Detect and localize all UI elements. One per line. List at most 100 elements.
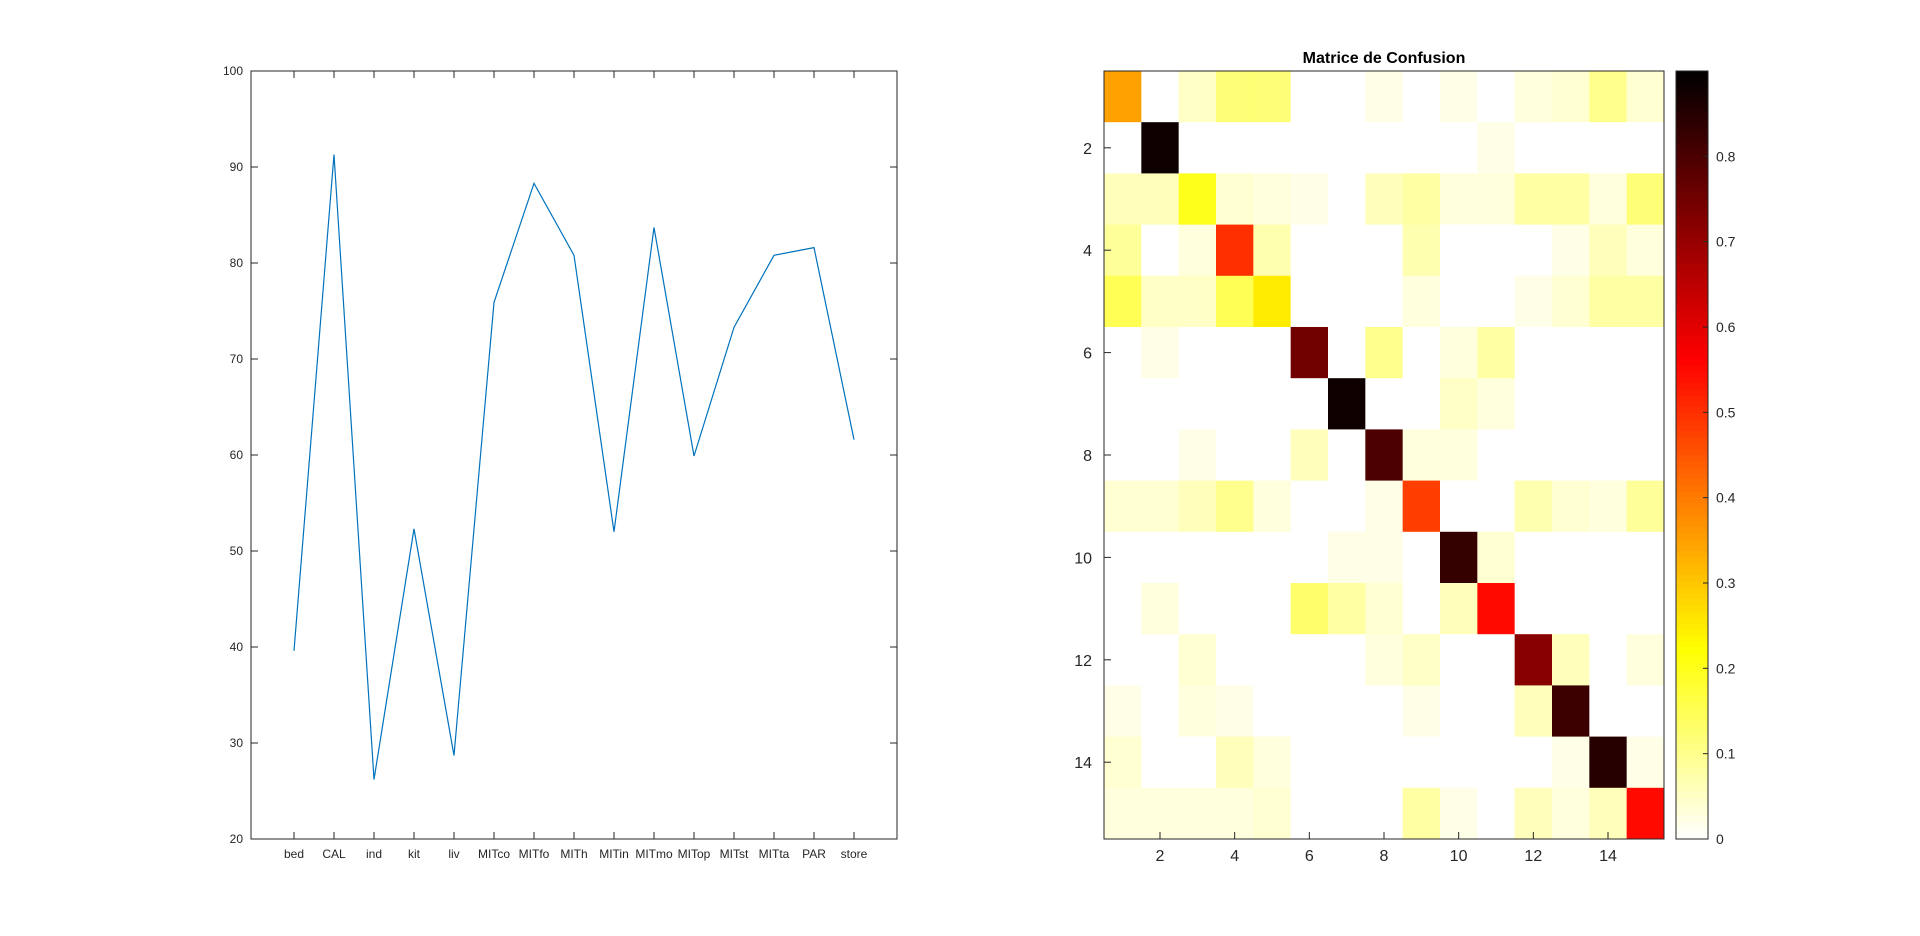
- colorbar-strip: [1676, 95, 1708, 102]
- colorbar-strip: [1676, 665, 1708, 672]
- cell-r13-c5: [1253, 685, 1292, 738]
- colorbar-strip: [1676, 179, 1708, 186]
- cell-r2-c5: [1253, 122, 1292, 174]
- heatmap-x-tick-label: 12: [1524, 848, 1542, 865]
- cell-r15-c1: [1104, 787, 1142, 840]
- cell-r12-c7: [1328, 634, 1366, 686]
- colorbar-strip: [1676, 233, 1708, 240]
- cell-r9-c6: [1290, 480, 1329, 533]
- colorbar-strip: [1676, 329, 1708, 336]
- colorbar-tick-label: 0.1: [1716, 746, 1736, 762]
- cell-r9-c3: [1178, 480, 1217, 533]
- colorbar-strip: [1676, 815, 1708, 822]
- cell-r12-c5: [1253, 634, 1292, 686]
- colorbar-strip: [1676, 209, 1708, 216]
- colorbar-strip: [1676, 677, 1708, 684]
- colorbar-strip: [1676, 173, 1708, 180]
- cell-r4-c12: [1514, 224, 1553, 277]
- cell-r4-c3: [1178, 224, 1217, 277]
- cell-r2-c10: [1440, 122, 1478, 174]
- cell-r5-c12: [1514, 275, 1553, 328]
- colorbar-tick-label: 0.3: [1716, 575, 1736, 591]
- colorbar-strip: [1676, 695, 1708, 702]
- cell-r12-c14: [1589, 634, 1628, 686]
- colorbar-tick-label: 0.8: [1716, 148, 1736, 164]
- line-chart-axes-box: [250, 70, 898, 840]
- cell-r10-c4: [1216, 531, 1254, 584]
- cell-r9-c14: [1589, 480, 1628, 533]
- colorbar-strip: [1676, 413, 1708, 420]
- colorbar-strip: [1676, 245, 1708, 252]
- colorbar-strip: [1676, 587, 1708, 594]
- cell-r3-c6: [1290, 173, 1329, 226]
- colorbar-strip: [1676, 257, 1708, 264]
- cell-r9-c2: [1141, 480, 1180, 533]
- colorbar-strip: [1676, 371, 1708, 378]
- y-tick-label: 20: [230, 832, 244, 846]
- cell-r6-c13: [1552, 327, 1590, 379]
- cell-r6-c3: [1178, 327, 1217, 379]
- cell-r5-c1: [1104, 275, 1142, 328]
- heatmap-x-tick-label: 6: [1305, 848, 1314, 865]
- x-tick-label: MITmo: [635, 847, 673, 861]
- cell-r13-c3: [1178, 685, 1217, 738]
- heatmap-x-tick-label: 14: [1599, 848, 1617, 865]
- colorbar-tick-label: 0: [1716, 831, 1724, 847]
- colorbar-strip: [1676, 611, 1708, 618]
- cell-r11-c2: [1141, 583, 1180, 635]
- cell-r15-c7: [1328, 787, 1366, 840]
- cell-r14-c10: [1440, 736, 1478, 789]
- cell-r5-c8: [1365, 275, 1404, 328]
- cell-r14-c9: [1402, 736, 1441, 789]
- cell-r1-c10: [1440, 71, 1478, 123]
- cell-r14-c14: [1589, 736, 1628, 789]
- cell-r6-c10: [1440, 327, 1478, 379]
- colorbar-strip: [1676, 317, 1708, 324]
- colorbar-strip: [1676, 497, 1708, 504]
- colorbar-strip: [1676, 557, 1708, 564]
- heatmap-y-tick-label: 14: [1074, 755, 1092, 772]
- cell-r2-c8: [1365, 122, 1404, 174]
- colorbar-strip: [1676, 293, 1708, 300]
- cell-r13-c14: [1589, 685, 1628, 738]
- cell-r8-c8: [1365, 429, 1404, 482]
- cell-r8-c2: [1141, 429, 1180, 482]
- cell-r13-c8: [1365, 685, 1404, 738]
- cell-r8-c10: [1440, 429, 1478, 482]
- colorbar-strip: [1676, 473, 1708, 480]
- colorbar-strip: [1676, 539, 1708, 546]
- heatmap-y-tick-label: 6: [1083, 346, 1092, 363]
- cell-r7-c7: [1328, 378, 1366, 430]
- cell-r13-c11: [1477, 685, 1516, 738]
- cell-r12-c12: [1514, 634, 1553, 686]
- cell-r10-c6: [1290, 531, 1329, 584]
- cell-r10-c13: [1552, 531, 1590, 584]
- cell-r1-c8: [1365, 71, 1404, 123]
- colorbar-strip: [1676, 365, 1708, 372]
- colorbar-strip: [1676, 653, 1708, 660]
- cell-r6-c11: [1477, 327, 1516, 379]
- colorbar-strip: [1676, 593, 1708, 600]
- cell-r13-c15: [1626, 685, 1665, 738]
- cell-r9-c12: [1514, 480, 1553, 533]
- cell-r3-c11: [1477, 173, 1516, 226]
- x-tick-label: store: [841, 847, 868, 861]
- colorbar-ticks: 0 0.1 0.2 0.3 0.4 0.5 0.6 0.7 0.8: [1703, 148, 1736, 847]
- colorbar-strip: [1676, 563, 1708, 570]
- cell-r14-c2: [1141, 736, 1180, 789]
- cell-r6-c9: [1402, 327, 1441, 379]
- cell-r5-c13: [1552, 275, 1590, 328]
- cell-r11-c9: [1402, 583, 1441, 635]
- colorbar-strip: [1676, 533, 1708, 540]
- cell-r7-c15: [1626, 378, 1665, 430]
- x-tick-label: ind: [366, 847, 382, 861]
- colorbar-strip: [1676, 737, 1708, 744]
- cell-r4-c13: [1552, 224, 1590, 277]
- colorbar-strip: [1676, 71, 1708, 78]
- cell-r14-c11: [1477, 736, 1516, 789]
- cell-r3-c14: [1589, 173, 1628, 226]
- cell-r12-c11: [1477, 634, 1516, 686]
- cell-r11-c15: [1626, 583, 1665, 635]
- cell-r3-c15: [1626, 173, 1665, 226]
